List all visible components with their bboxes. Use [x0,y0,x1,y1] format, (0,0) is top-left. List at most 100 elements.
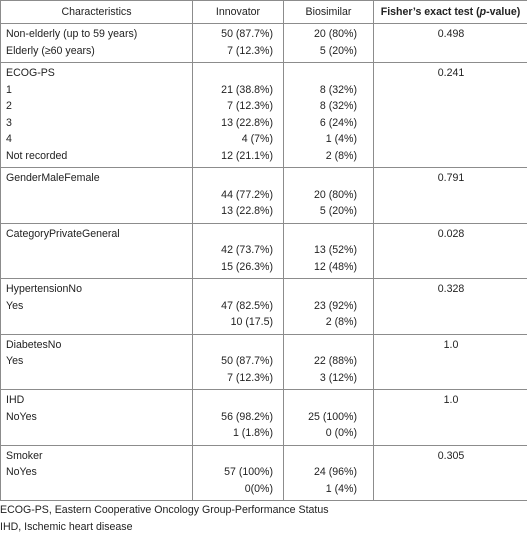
header-fishers-test: Fisher’s exact test (p-value) [373,0,527,24]
biosimilar-line: 24 (96%) [314,466,357,478]
characteristic-line: Smoker [6,449,43,462]
innovator-line: 44 (77.2%) [221,188,273,201]
innovator-cell: 57 (100%) 0(0%) [192,444,284,501]
characteristic-line: Not recorded [6,149,68,162]
innovator-cell: 44 (77.2%) 13 (22.8%) [192,167,284,224]
innovator-cell: 47 (82.5%) 10 (17.5) [192,278,284,335]
characteristic-line [6,314,188,331]
p-value: 0.241 [437,67,465,79]
characteristic-cell: HypertensionNo Yes [0,278,193,335]
biosimilar-line [289,65,357,82]
footnote-ecog: ECOG-PS, Eastern Cooperative Oncology Gr… [0,504,329,516]
biosimilar-cell: 22 (88%) 3 (12%) [283,333,374,390]
biosimilar-line: 8 (32%) [319,100,357,112]
innovator-cell: 21 (38.8%) 7 (12.3%) 13 (22.8%) 4 (7%) 12 (2… [192,62,284,168]
biosimilar-line: 5 (20%) [319,205,357,217]
table-row: IHD NoYes 56 (98.2%) 1 (1.8%) 25 (100%) 0 (0%… [0,389,527,446]
characteristic-line: HypertensionNo [6,283,82,295]
characteristic-line: DiabetesNo [6,338,62,351]
biosimilar-line: 23 (92%) [314,299,357,312]
table-row: Smoker NoYes 57 (100%) 0(0%) 24 (96%) 1 (4%) 0… [0,444,527,501]
innovator-line: 7 (12.3%) [227,100,273,112]
innovator-line: 13 (22.8%) [221,205,273,217]
footnotes: ECOG-PS, Eastern Cooperative Oncology Gr… [0,502,329,535]
innovator-line [198,448,273,465]
biosimilar-cell: 20 (80%) 5 (20%) [283,23,374,63]
innovator-line: 10 (17.5) [230,316,273,328]
p-value-cell: 0.305 [373,444,527,501]
characteristic-line: 2 [6,100,12,112]
characteristic-line [6,259,188,276]
innovator-line: 13 (22.8%) [221,116,273,129]
characteristic-line: ECOG-PS [6,67,55,79]
p-value: 1.0 [443,394,459,406]
p-value-cell: 0.498 [373,23,527,63]
innovator-line: 56 (98.2%) [221,410,273,423]
innovator-line: 7 (12.3%) [227,371,273,384]
characteristic-cell: DiabetesNo Yes [0,333,193,390]
table-row: GenderMaleFemale 44 (77.2%) 13 (22.8%) 20 (… [0,167,527,224]
characteristic-line: NoYes [6,410,37,423]
characteristic-cell: GenderMaleFemale [0,167,193,224]
p-value-cell: 0.241 [373,62,527,168]
characteristic-line: NoYes [6,466,37,478]
innovator-line [198,170,273,187]
biosimilar-line: 22 (88%) [314,355,357,367]
innovator-line: 7 (12.3%) [227,44,273,57]
characteristic-line: 3 [6,116,12,129]
p-value: 1.0 [443,338,459,351]
biosimilar-line [289,392,357,409]
table-body: Non-elderly (up to 59 years) Elderly (≥60… [0,23,527,501]
biosimilar-cell: 25 (100%) 0 (0%) [283,389,374,446]
innovator-cell: 50 (87.7%) 7 (12.3%) [192,23,284,63]
table-row: DiabetesNo Yes 50 (87.7%) 7 (12.3%) 22 (88%)… [0,333,527,390]
biosimilar-cell: 20 (80%) 5 (20%) [283,167,374,224]
biosimilar-line: 2 (8%) [325,149,357,162]
header-biosimilar: Biosimilar [283,0,374,24]
biosimilar-line [289,170,357,187]
characteristic-cell: ECOG-PS 1 2 3 4 Not recorded [0,62,193,168]
innovator-line: 47 (82.5%) [221,299,273,312]
biosimilar-cell: 8 (32%) 8 (32%) 6 (24%) 1 (4%) 2 (8%) [283,62,374,168]
biosimilar-cell: 13 (52%) 12 (48%) [283,222,374,279]
p-value-cell: 1.0 [373,389,527,446]
biosimilar-line [289,281,357,298]
biosimilar-cell: 24 (96%) 1 (4%) [283,444,374,501]
characteristic-line [6,481,188,498]
p-value-cell: 0.328 [373,278,527,335]
innovator-line: 50 (87.7%) [221,28,273,40]
characteristic-line: Yes [6,355,24,367]
p-value: 0.498 [437,28,465,40]
biosimilar-line: 1 (4%) [325,133,357,145]
p-value-cell: 0.791 [373,167,527,224]
p-value: 0.028 [437,227,465,240]
characteristic-line: Non-elderly (up to 59 years) [6,28,138,40]
biosimilar-line: 6 (24%) [319,116,357,129]
biosimilar-line: 8 (32%) [319,83,357,96]
innovator-line: 42 (73.7%) [221,244,273,256]
innovator-cell: 42 (73.7%) 15 (26.3%) [192,222,284,279]
p-value-cell: 1.0 [373,333,527,390]
characteristic-line: CategoryPrivateGeneral [6,227,120,240]
biosimilar-line [289,448,357,465]
table-row: HypertensionNo Yes 47 (82.5%) 10 (17.5) 23 (… [0,278,527,335]
biosimilar-line: 13 (52%) [314,244,357,256]
characteristic-line: Yes [6,299,24,312]
innovator-line: 57 (100%) [224,466,273,478]
innovator-line [198,281,273,298]
header-characteristics: Characteristics [0,0,193,24]
characteristic-line [6,187,188,204]
footnote-ihd: IHD, Ischemic heart disease [0,520,133,533]
biosimilar-line: 0 (0%) [325,427,357,439]
innovator-line [198,226,273,243]
biosimilar-line: 3 (12%) [319,371,357,384]
biosimilar-line: 1 (4%) [325,482,357,495]
table-row: Non-elderly (up to 59 years) Elderly (≥60… [0,23,527,63]
p-value: 0.305 [437,449,465,462]
characteristic-cell: IHD NoYes [0,389,193,446]
p-value: 0.791 [437,172,465,184]
characteristic-line: IHD [6,394,25,406]
characteristic-line: 1 [6,83,12,96]
biosimilar-line: 2 (8%) [325,316,357,328]
